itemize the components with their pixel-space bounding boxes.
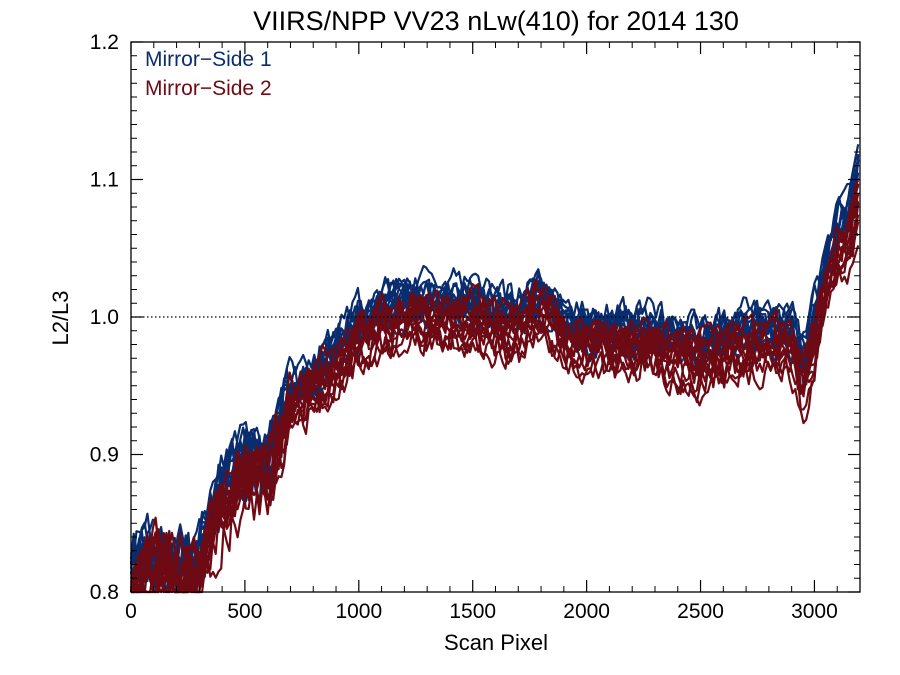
- y-tick-label: 1.1: [90, 169, 119, 192]
- mirror-side-2-curve: [129, 214, 860, 594]
- x-tick-label: 0: [125, 600, 137, 623]
- mirror-side-2-curve: [130, 203, 860, 594]
- y-axis-label: L2/L3: [48, 290, 73, 345]
- x-tick-label: 1000: [335, 600, 382, 623]
- y-tick-label: 0.8: [90, 581, 119, 604]
- x-axis-label: Scan Pixel: [444, 630, 548, 655]
- mirror-side-2-curve: [129, 204, 859, 594]
- chart-title: VIIRS/NPP VV23 nLw(410) for 2014 130: [253, 6, 739, 36]
- x-tick-label: 3000: [791, 600, 838, 623]
- mirror-side-2-curve: [129, 193, 860, 594]
- y-tick-label: 1.2: [90, 31, 119, 54]
- legend-entry-mirror-side-1: Mirror−Side 1: [145, 48, 272, 71]
- mirror-side-2-curve: [130, 183, 860, 594]
- y-tick-labels: 0.8 0.9 1.0 1.1 1.2: [90, 31, 119, 604]
- mirror-side-2-curve: [129, 219, 859, 594]
- y-tick-label: 1.0: [90, 306, 119, 329]
- mirror-side-2-curve: [130, 192, 860, 594]
- axis-ticks: [130, 41, 860, 593]
- mirror-side-1-curve: [130, 185, 860, 594]
- mirror-side-2-curve: [129, 231, 860, 594]
- mirror-side-1-curve: [129, 193, 860, 594]
- legend-entry-mirror-side-2: Mirror−Side 2: [145, 77, 272, 100]
- plot-curves: [129, 144, 860, 594]
- x-tick-label: 1500: [449, 600, 496, 623]
- y-tick-label: 0.9: [90, 444, 119, 467]
- x-tick-label: 2500: [677, 600, 724, 623]
- x-tick-label: 2000: [563, 600, 610, 623]
- x-tick-label: 500: [227, 600, 262, 623]
- mirror-side-1-curve: [129, 183, 860, 594]
- mirror-side-2-curve: [131, 221, 860, 594]
- mirror-side-2-curve: [131, 179, 860, 594]
- x-tick-labels: 0 500 1000 1500 2000 2500 3000: [125, 600, 838, 623]
